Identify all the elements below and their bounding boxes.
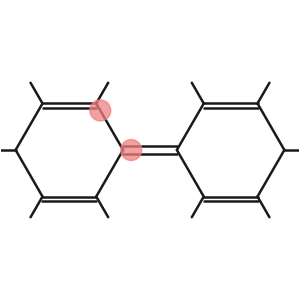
Circle shape xyxy=(121,140,142,160)
Circle shape xyxy=(90,100,111,121)
